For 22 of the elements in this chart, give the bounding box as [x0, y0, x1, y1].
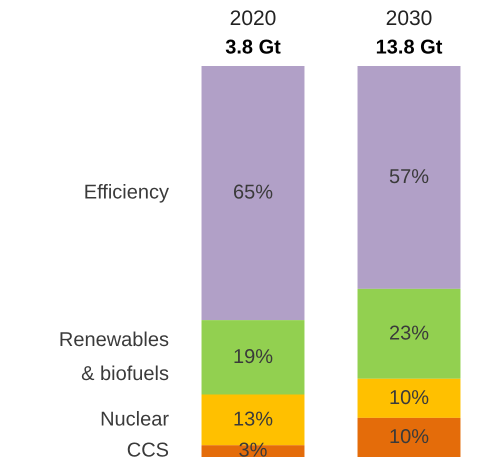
data-label: 10%	[388, 426, 430, 448]
x-tick-label: 2030	[386, 7, 432, 30]
annotation: 13.8 Gt	[376, 36, 443, 59]
bar	[358, 288, 460, 379]
series-label: Renewables & biofuels	[58, 328, 169, 385]
x-tick-label: 2020	[230, 7, 276, 30]
series-label: Nuclear	[100, 408, 170, 430]
series-label: Efficiency	[84, 182, 169, 204]
data-label: 19%	[232, 346, 274, 368]
data-label: 13%	[232, 408, 274, 430]
data-label: 3%	[238, 440, 268, 462]
data-label: 65%	[232, 182, 274, 204]
bar	[358, 418, 460, 457]
data-label: 23%	[388, 322, 430, 344]
bar	[202, 66, 304, 320]
bar	[358, 66, 460, 289]
bar	[358, 378, 460, 418]
data-label: 10%	[388, 386, 430, 409]
annotation: 3.8 Gt	[225, 36, 282, 59]
data-label: 57%	[388, 166, 430, 188]
series-label: CCS	[126, 440, 169, 462]
bar	[202, 320, 304, 394]
